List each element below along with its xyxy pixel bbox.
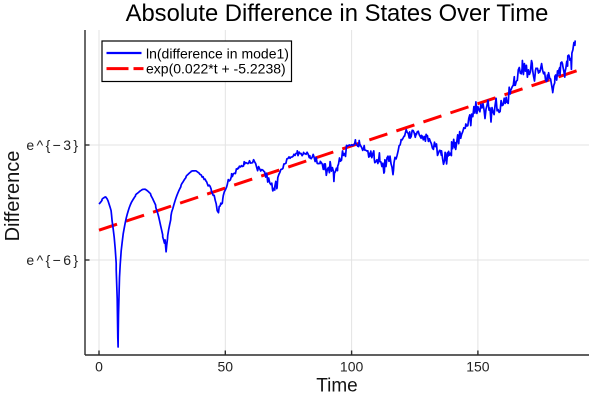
svg-text:100: 100	[340, 359, 364, 375]
svg-text:50: 50	[218, 359, 234, 375]
svg-text:e^{−3}: e^{−3}	[26, 137, 80, 153]
svg-text:Absolute Difference in States: Absolute Difference in States Over Time	[126, 0, 549, 27]
svg-text:150: 150	[466, 359, 490, 375]
svg-text:ln(difference in mode1): ln(difference in mode1)	[146, 46, 289, 62]
svg-text:e^{−6}: e^{−6}	[26, 252, 80, 268]
svg-text:Difference: Difference	[2, 151, 24, 242]
svg-text:Time: Time	[316, 376, 358, 397]
svg-text:exp(0.022*t + -5.2238): exp(0.022*t + -5.2238)	[146, 61, 286, 77]
svg-text:0: 0	[95, 359, 103, 375]
